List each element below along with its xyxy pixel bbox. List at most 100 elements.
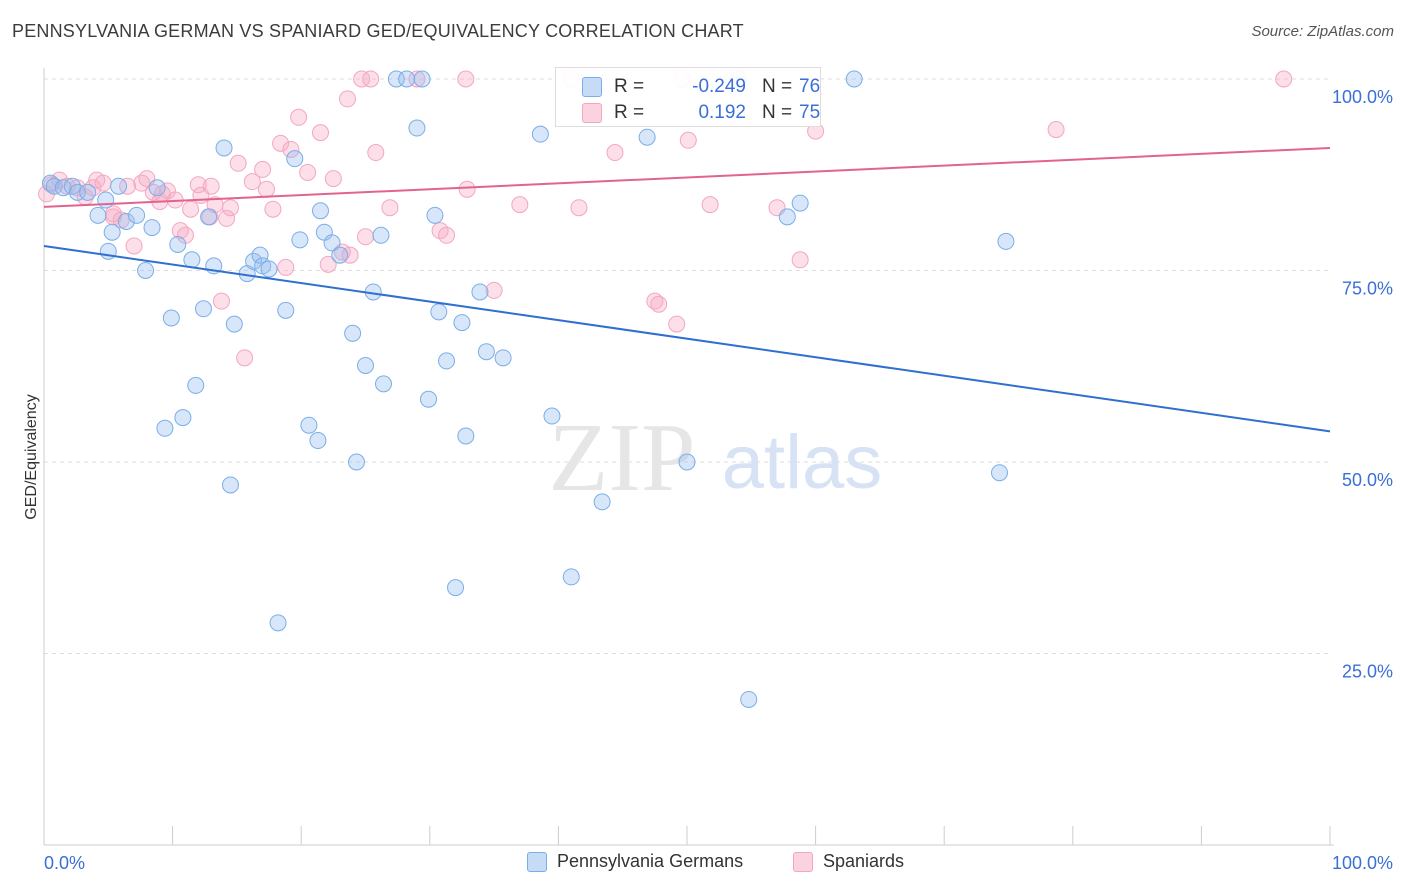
data-point [299, 163, 317, 181]
y-tick-label: 50.0% [1342, 470, 1393, 490]
data-point [311, 124, 329, 142]
x-tick-labels: 0.0% 100.0% [44, 853, 1393, 873]
data-point [202, 177, 220, 195]
trend-lines [43, 146, 1331, 433]
data-point [260, 260, 278, 278]
data-point [485, 281, 503, 299]
x-tick-label: 100.0% [1332, 853, 1393, 873]
data-point [845, 70, 863, 88]
data-point [477, 343, 495, 361]
legend-swatch-pink [793, 851, 813, 872]
data-point [218, 209, 236, 227]
data-point [570, 199, 588, 217]
legend-swatch-blue [527, 851, 547, 872]
data-point [420, 390, 438, 408]
data-point [277, 258, 295, 276]
data-point [89, 206, 107, 224]
data-point [309, 432, 327, 450]
data-point [650, 295, 668, 313]
data-point [194, 300, 212, 318]
stats-legend-box: R = -0.249 N = 76 R = 0.192 N = 75 [555, 67, 821, 127]
data-point [300, 416, 318, 434]
data-point [638, 128, 656, 146]
bottom-legend: Pennsylvania Germans Spaniards [0, 851, 1406, 879]
chart-title: PENNSYLVANIA GERMAN VS SPANIARD GED/EQUI… [12, 21, 744, 41]
data-point [189, 176, 207, 194]
data-point [162, 309, 180, 327]
data-point [243, 173, 261, 191]
data-point [137, 262, 155, 279]
source-label: Source: ZipAtlas.com [1251, 23, 1394, 40]
data-point [778, 208, 796, 226]
data-point [408, 119, 426, 137]
series-pennsylvania-germans-points [41, 70, 1015, 708]
data-point [182, 200, 200, 218]
data-point [791, 251, 809, 269]
data-point [438, 226, 456, 244]
data-point [1047, 121, 1065, 139]
data-point [1275, 70, 1293, 88]
data-point [143, 219, 161, 237]
data-point [169, 235, 187, 253]
data-point [215, 139, 233, 157]
data-point [68, 183, 86, 201]
data-point [171, 222, 189, 240]
data-point [679, 131, 697, 149]
data-point [84, 179, 102, 197]
data-point [457, 70, 475, 88]
watermark-zip: ZIP [549, 404, 696, 512]
data-point [156, 419, 174, 437]
stats-n-label: N = [762, 76, 793, 97]
watermark-atlas: atlas [722, 420, 883, 505]
data-point [344, 324, 362, 342]
data-point [997, 232, 1015, 250]
data-point [593, 493, 611, 511]
data-point [413, 70, 431, 88]
legend-item-pennsylvania-germans[interactable]: Pennsylvania Germans [527, 851, 743, 872]
trend-line [43, 146, 1331, 208]
data-point [257, 180, 275, 198]
data-point [408, 70, 426, 88]
data-point [457, 427, 475, 445]
data-point [338, 90, 356, 108]
axes [43, 68, 1334, 846]
data-point [187, 376, 205, 394]
trend-line [43, 244, 1331, 433]
data-point [225, 315, 243, 333]
data-point [375, 375, 393, 393]
data-point [79, 183, 97, 201]
stats-n-label: N = [762, 102, 793, 123]
data-point [990, 464, 1008, 482]
data-point [791, 194, 809, 212]
data-point [282, 140, 300, 158]
data-point [128, 206, 146, 224]
data-point [200, 208, 218, 226]
data-point [236, 349, 254, 367]
data-point [357, 228, 374, 246]
stats-r-value: -0.249 [692, 76, 746, 97]
y-tick-labels: 25.0% 50.0% 75.0% 100.0% [1332, 87, 1393, 682]
data-point [531, 125, 549, 143]
y-tick-label: 75.0% [1342, 279, 1393, 299]
watermark: ZIP atlas [549, 404, 883, 512]
data-point [362, 70, 380, 88]
stats-r-value: 0.192 [698, 102, 746, 123]
data-point [494, 349, 512, 367]
data-point [381, 199, 399, 217]
y-tick-label: 100.0% [1332, 87, 1393, 107]
data-point [221, 199, 239, 217]
data-point [117, 212, 135, 230]
data-point [148, 179, 166, 197]
data-point [357, 356, 374, 374]
data-point [323, 234, 341, 252]
legend-item-spaniards[interactable]: Spaniards [793, 851, 904, 872]
data-point [125, 237, 143, 255]
data-point [398, 70, 416, 88]
data-point [372, 226, 390, 244]
data-point [133, 174, 151, 192]
stats-n-value: 75 [799, 102, 821, 123]
data-point [254, 160, 272, 178]
data-point [286, 150, 304, 168]
data-point [678, 453, 696, 471]
